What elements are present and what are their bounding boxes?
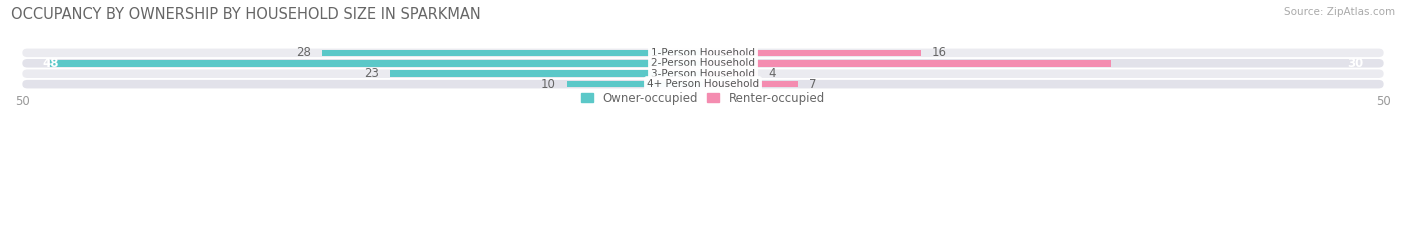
- Bar: [49, 60, 703, 66]
- Text: 23: 23: [364, 67, 380, 80]
- Bar: [703, 60, 1111, 66]
- Bar: [567, 81, 703, 87]
- Bar: [322, 50, 703, 56]
- Text: 4: 4: [768, 67, 776, 80]
- Text: 1-Person Household: 1-Person Household: [651, 48, 755, 58]
- Text: 3-Person Household: 3-Person Household: [651, 69, 755, 79]
- Text: 48: 48: [42, 57, 59, 70]
- Text: 30: 30: [1347, 57, 1364, 70]
- Bar: [389, 70, 703, 77]
- Text: 28: 28: [297, 46, 311, 59]
- Bar: [703, 81, 799, 87]
- FancyBboxPatch shape: [22, 59, 1384, 68]
- Legend: Owner-occupied, Renter-occupied: Owner-occupied, Renter-occupied: [576, 87, 830, 109]
- FancyBboxPatch shape: [22, 80, 1384, 89]
- FancyBboxPatch shape: [22, 48, 1384, 57]
- Text: 4+ Person Household: 4+ Person Household: [647, 79, 759, 89]
- Bar: [703, 50, 921, 56]
- Text: 7: 7: [810, 78, 817, 91]
- Text: Source: ZipAtlas.com: Source: ZipAtlas.com: [1284, 7, 1395, 17]
- FancyBboxPatch shape: [22, 69, 1384, 78]
- Text: OCCUPANCY BY OWNERSHIP BY HOUSEHOLD SIZE IN SPARKMAN: OCCUPANCY BY OWNERSHIP BY HOUSEHOLD SIZE…: [11, 7, 481, 22]
- Text: 16: 16: [932, 46, 946, 59]
- Text: 10: 10: [541, 78, 555, 91]
- Bar: [703, 70, 758, 77]
- Text: 2-Person Household: 2-Person Household: [651, 58, 755, 68]
